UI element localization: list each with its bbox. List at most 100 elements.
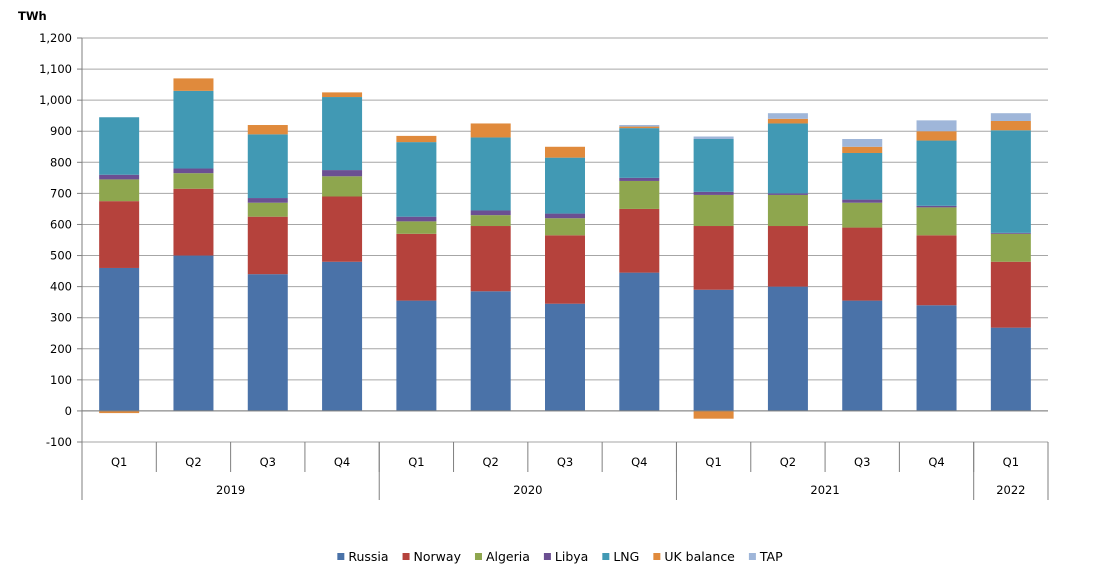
bar-segment-algeria xyxy=(396,221,437,234)
bar-segment-lng xyxy=(767,123,808,194)
x-tick-label: Q3 xyxy=(854,455,870,469)
y-tick-label: 500 xyxy=(50,249,72,263)
legend-label: Libya xyxy=(555,549,588,564)
bar-segment-uk-balance xyxy=(322,92,363,98)
x-tick-label: Q4 xyxy=(631,455,647,469)
x-tick-label: Q1 xyxy=(408,455,424,469)
bar-segment-libya xyxy=(990,232,1031,234)
bar-segment-lng xyxy=(545,157,585,214)
y-tick-label: 300 xyxy=(50,311,72,325)
y-tick-label: -100 xyxy=(46,435,72,449)
bar-segment-russia xyxy=(173,255,214,411)
bar-segment-uk-balance xyxy=(767,118,808,124)
x-tick-label: Q4 xyxy=(334,455,350,469)
y-tick-label: 0 xyxy=(65,404,72,418)
x-tick-label: Q2 xyxy=(483,455,499,469)
legend-label: UK balance xyxy=(664,549,735,564)
bar-segment-russia xyxy=(470,291,511,411)
bar-segment-algeria xyxy=(247,202,288,217)
bar-segment-algeria xyxy=(693,194,734,227)
bar-segment-libya xyxy=(247,198,288,203)
bar-segment-lng xyxy=(916,140,957,206)
legend-swatch xyxy=(543,553,551,560)
legend-swatch xyxy=(337,553,345,560)
bar-segment-uk-balance xyxy=(99,410,140,414)
bar-segment-norway xyxy=(99,201,140,268)
x-tick-label: Q2 xyxy=(185,455,201,469)
bar-segment-russia xyxy=(693,289,734,411)
legend-item: Algeria xyxy=(474,549,530,564)
bar-segment-algeria xyxy=(990,233,1031,262)
bar-segment-russia xyxy=(767,286,808,411)
y-tick-label: 700 xyxy=(50,186,72,200)
bar-segment-algeria xyxy=(916,207,957,236)
bar-segment-algeria xyxy=(322,176,363,197)
bar-segment-norway xyxy=(619,208,660,273)
legend-swatch xyxy=(402,553,410,560)
bar-segment-uk-balance xyxy=(842,146,883,153)
legend-item: UK balance xyxy=(653,549,735,564)
bar-segment-lng xyxy=(99,117,140,175)
year-label: 2021 xyxy=(810,483,839,497)
bar-segment-lng xyxy=(247,134,288,199)
bar-segment-russia xyxy=(842,300,883,411)
bar-segment-norway xyxy=(322,196,363,262)
bar-segment-lng xyxy=(619,128,660,178)
bar-segment-russia xyxy=(396,300,437,411)
x-tick-label: Q4 xyxy=(928,455,944,469)
year-label: 2019 xyxy=(216,483,245,497)
x-tick-label: Q3 xyxy=(260,455,276,469)
y-tick-label: 100 xyxy=(50,373,72,387)
y-tick-label: 400 xyxy=(50,280,72,294)
bar-segment-libya xyxy=(619,177,660,181)
bar-segment-tap xyxy=(842,139,883,147)
bar-segment-norway xyxy=(916,235,957,306)
bar-segment-uk-balance xyxy=(990,120,1031,131)
bar-segment-uk-balance xyxy=(396,135,437,143)
bar-segment-algeria xyxy=(545,218,585,236)
y-tick-label: 800 xyxy=(50,155,72,169)
legend-swatch xyxy=(653,553,661,560)
y-tick-label: 200 xyxy=(50,342,72,356)
bar-segment-algeria xyxy=(842,202,883,228)
bar-segment-algeria xyxy=(99,179,140,202)
bar-segment-algeria xyxy=(619,180,660,209)
bar-segment-norway xyxy=(842,227,883,301)
bar-segment-norway xyxy=(990,261,1031,328)
bar-segment-tap xyxy=(619,125,660,127)
bar-segment-lng xyxy=(990,130,1031,233)
bar-segment-libya xyxy=(173,168,214,174)
legend-swatch xyxy=(602,553,610,560)
x-tick-label: Q1 xyxy=(1003,455,1019,469)
bar-segment-russia xyxy=(99,267,140,411)
bar-segment-algeria xyxy=(767,194,808,227)
year-label: 2022 xyxy=(996,483,1025,497)
y-axis-unit-label: TWh xyxy=(18,9,47,23)
y-tick-label: 600 xyxy=(50,217,72,231)
legend-item: TAP xyxy=(748,549,783,564)
x-tick-label: Q1 xyxy=(705,455,721,469)
bar-segment-norway xyxy=(173,188,214,256)
legend-label: TAP xyxy=(759,549,783,564)
bar-segment-libya xyxy=(322,170,363,177)
bar-segment-lng xyxy=(322,97,363,171)
legend-label: Algeria xyxy=(486,549,530,564)
x-tick-label: Q2 xyxy=(780,455,796,469)
bar-segment-libya xyxy=(916,205,957,208)
bar-segment-uk-balance xyxy=(545,146,585,158)
legend-item: Libya xyxy=(543,549,588,564)
x-axis-labels: Q1 Q2 Q3 Q4 Q1 Q2 Q3 Q4 Q1 Q2 Q3 Q4 Q1 2019 2020 2021 20… xyxy=(111,455,1026,497)
bar-segment-lng xyxy=(396,142,437,217)
legend: Russia Norway Algeria Libya LNG UK balance TAP xyxy=(337,549,783,564)
bar-segment-libya xyxy=(470,210,511,216)
legend-swatch xyxy=(748,553,756,560)
y-tick-labels: -100 0 100 200 300 400 500 600 700 800 900 1,000 1,1… xyxy=(39,31,72,449)
bars xyxy=(99,78,1031,419)
bar-segment-tap xyxy=(990,113,1031,121)
bar-segment-lng xyxy=(693,139,734,192)
bar-segment-lng xyxy=(842,152,883,200)
bar-segment-norway xyxy=(247,216,288,275)
bar-segment-norway xyxy=(396,233,437,301)
bar-segment-uk-balance xyxy=(247,125,288,135)
